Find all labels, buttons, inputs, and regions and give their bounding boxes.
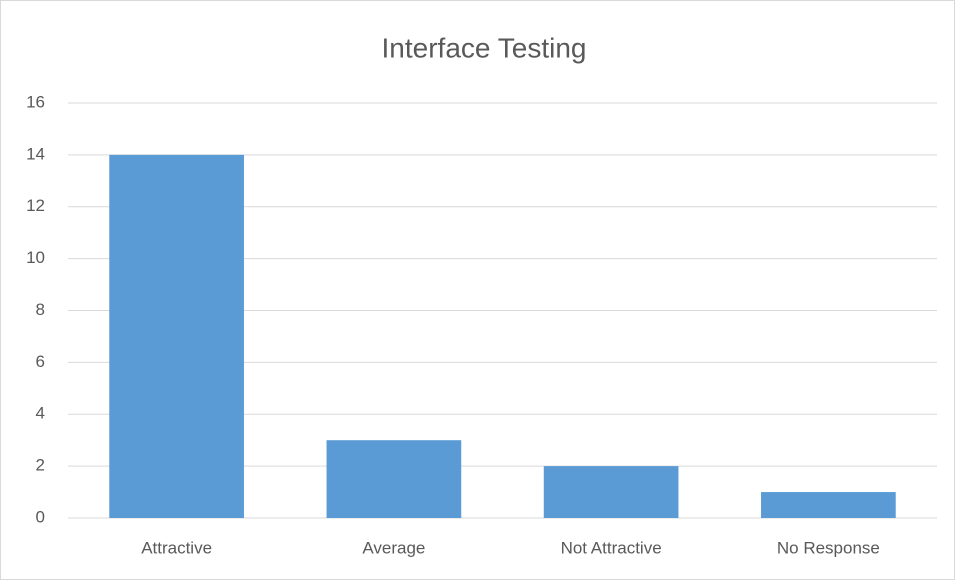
bar <box>326 440 462 518</box>
x-tick-label: No Response <box>777 538 880 557</box>
y-tick-label: 6 <box>36 352 45 371</box>
y-tick-label: 4 <box>36 404 45 423</box>
x-tick-label: Not Attractive <box>561 538 662 557</box>
bar <box>543 466 679 518</box>
x-tick-label: Attractive <box>141 538 212 557</box>
chart-title: Interface Testing <box>382 32 587 63</box>
y-tick-label: 2 <box>36 456 45 475</box>
y-tick-label: 8 <box>36 300 45 319</box>
y-tick-label: 12 <box>26 196 45 215</box>
y-tick-label: 14 <box>26 144 45 163</box>
bar <box>761 492 896 518</box>
x-tick-label: Average <box>362 538 425 557</box>
y-tick-label: 16 <box>26 92 45 111</box>
y-tick-label: 10 <box>26 248 45 267</box>
bar <box>109 154 244 518</box>
y-tick-label: 0 <box>36 507 45 526</box>
